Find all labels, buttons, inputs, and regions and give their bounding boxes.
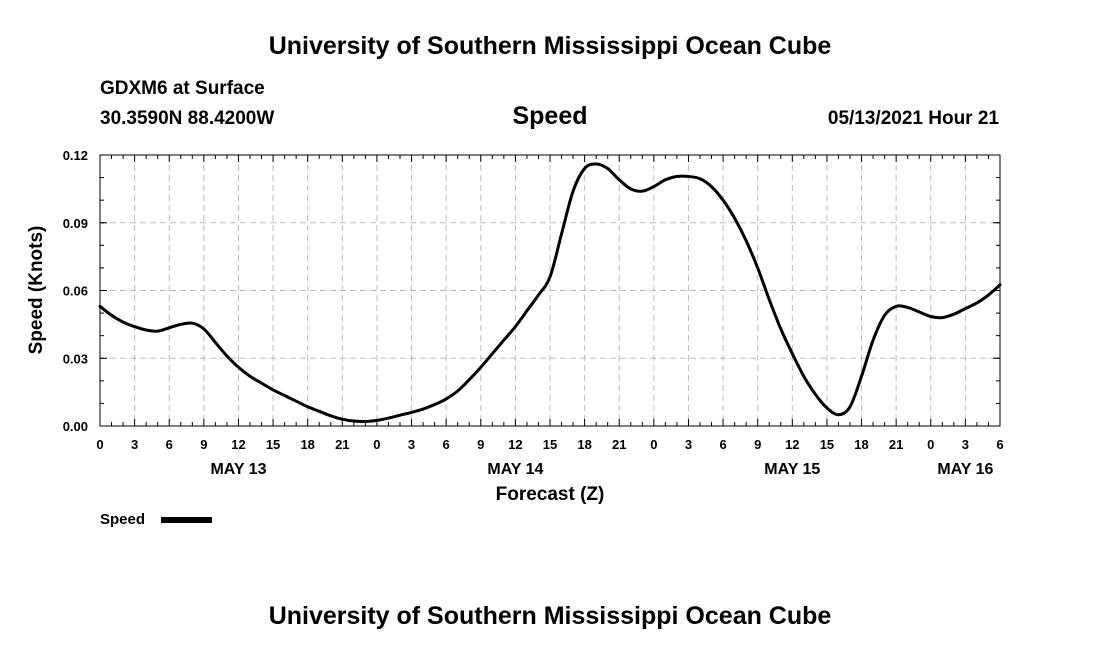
forecast-datetime: 05/13/2021 Hour 21	[828, 108, 1000, 129]
y-axis-label: Speed (Knots)	[26, 226, 47, 355]
coordinates-label: 30.3590N 88.4200W	[100, 108, 274, 129]
x-tick-label: 9	[754, 437, 761, 452]
x-tick-label: 21	[335, 437, 349, 452]
x-tick-label: 0	[650, 437, 657, 452]
x-tick-label: 21	[889, 437, 903, 452]
date-label: MAY 16	[937, 461, 993, 478]
bottom-title: University of Southern Mississippi Ocean…	[269, 602, 832, 630]
y-tick-label: 0.06	[63, 284, 88, 299]
x-axis-label: Forecast (Z)	[496, 484, 605, 505]
date-label: MAY 13	[210, 461, 266, 478]
x-tick-label: 9	[200, 437, 207, 452]
top-title: University of Southern Mississippi Ocean…	[269, 32, 832, 60]
chart-title: Speed	[512, 102, 587, 130]
x-tick-label: 15	[543, 437, 557, 452]
x-tick-labels: 0 3 6 9 12 15 18 21 0 3 6 9 12 15 18 21 0 3 6 9 12 15 18 21 0 3 6	[96, 437, 1003, 452]
legend-swatch	[161, 517, 212, 523]
x-tick-label: 18	[300, 437, 314, 452]
x-tick-label: 6	[166, 437, 173, 452]
x-tick-label: 12	[231, 437, 245, 452]
x-tick-label: 6	[996, 437, 1003, 452]
y-tick-label: 0.12	[63, 148, 88, 163]
x-tick-label: 0	[373, 437, 380, 452]
date-label: MAY 15	[764, 461, 820, 478]
date-labels: MAY 13 MAY 14 MAY 15 MAY 16	[210, 461, 993, 478]
x-tick-label: 0	[96, 437, 103, 452]
x-tick-label: 9	[477, 437, 484, 452]
y-tick-label: 0.09	[63, 216, 88, 231]
tick-marks	[99, 154, 1001, 427]
x-tick-label: 3	[131, 437, 138, 452]
grid-lines	[100, 155, 1000, 426]
x-tick-label: 3	[685, 437, 692, 452]
x-tick-label: 21	[612, 437, 626, 452]
date-label: MAY 14	[487, 461, 543, 478]
y-tick-label: 0.00	[63, 419, 88, 434]
speed-series-line	[98, 162, 1002, 424]
station-label: GDXM6 at Surface	[100, 78, 265, 99]
x-tick-label: 6	[719, 437, 726, 452]
y-tick-labels: 0.00 0.03 0.06 0.09 0.12	[63, 148, 88, 434]
legend-label: Speed	[100, 511, 145, 528]
x-tick-label: 12	[785, 437, 799, 452]
x-tick-label: 0	[927, 437, 934, 452]
x-tick-label: 18	[577, 437, 591, 452]
x-tick-label: 15	[820, 437, 834, 452]
x-tick-label: 18	[854, 437, 868, 452]
x-tick-label: 15	[266, 437, 280, 452]
y-tick-label: 0.03	[63, 351, 88, 366]
x-tick-label: 12	[508, 437, 522, 452]
x-tick-label: 3	[408, 437, 415, 452]
x-tick-label: 6	[443, 437, 450, 452]
x-tick-label: 3	[962, 437, 969, 452]
